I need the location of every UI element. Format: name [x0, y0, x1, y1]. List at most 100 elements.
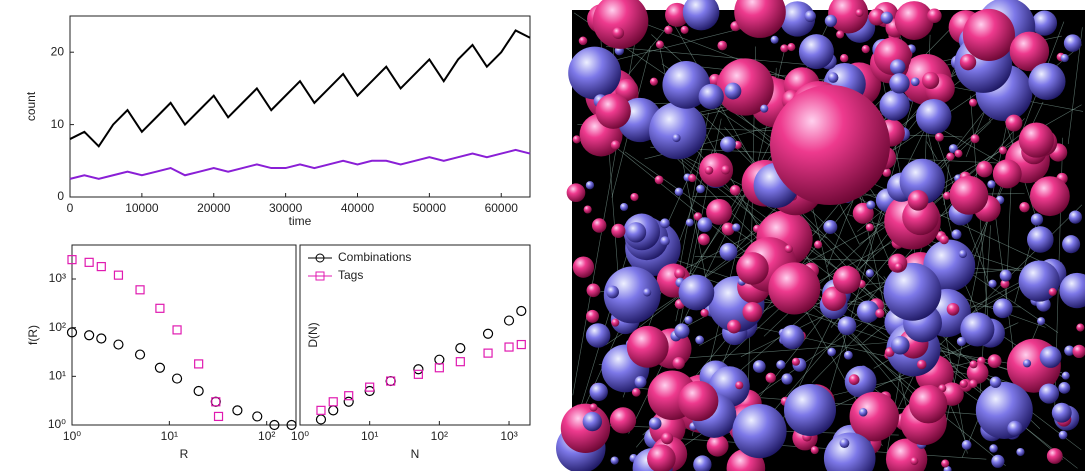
node — [589, 383, 607, 401]
marker — [344, 397, 353, 406]
node — [787, 43, 795, 51]
node — [990, 377, 1001, 388]
y-axis-label: D(N) — [306, 322, 320, 347]
node — [1061, 54, 1069, 62]
node — [635, 376, 647, 388]
node — [894, 263, 903, 272]
node — [988, 280, 996, 288]
node — [611, 319, 619, 327]
node — [768, 262, 820, 314]
node — [947, 303, 960, 316]
node — [735, 381, 743, 389]
node — [1037, 317, 1045, 325]
marker — [114, 271, 122, 279]
node — [957, 337, 966, 346]
node — [661, 432, 673, 444]
node — [742, 302, 762, 322]
legend-label: Tags — [338, 268, 363, 282]
node — [1019, 122, 1054, 157]
node — [1023, 359, 1031, 367]
node — [660, 236, 670, 246]
node — [949, 176, 988, 215]
node — [954, 150, 962, 158]
node — [698, 234, 710, 246]
node — [655, 176, 664, 185]
x-tick-label: 0 — [67, 201, 74, 215]
node — [859, 408, 868, 417]
node — [1000, 270, 1012, 282]
node — [799, 34, 834, 69]
node — [721, 165, 730, 174]
node — [881, 12, 893, 24]
node — [963, 9, 1015, 61]
marker — [317, 406, 325, 414]
node — [935, 133, 944, 142]
series-line — [70, 30, 530, 146]
x-tick-label: 30000 — [269, 201, 303, 215]
node — [1047, 448, 1063, 464]
node — [766, 373, 776, 383]
node — [976, 382, 1033, 439]
node — [781, 373, 792, 384]
node — [988, 354, 1002, 368]
node — [720, 137, 736, 153]
x-tick-label: 10³ — [500, 429, 517, 443]
node — [814, 241, 822, 249]
node — [976, 161, 992, 177]
node — [1028, 63, 1065, 100]
node — [649, 417, 662, 430]
node — [674, 323, 689, 338]
node — [993, 159, 1022, 188]
node — [707, 435, 729, 457]
page: {"chart_data": [ {"type": "line", "xlabe… — [0, 0, 1085, 476]
node — [908, 190, 929, 211]
y-tick-label: 10⁰ — [48, 417, 66, 431]
marker — [517, 341, 525, 349]
node — [771, 36, 779, 44]
node — [855, 9, 863, 17]
node — [987, 180, 995, 188]
node — [792, 358, 800, 366]
node — [917, 360, 926, 369]
node — [840, 438, 850, 448]
node — [833, 266, 861, 294]
node — [679, 275, 715, 311]
node — [650, 78, 658, 86]
node — [959, 250, 967, 258]
node — [999, 146, 1007, 154]
node — [909, 385, 947, 423]
node — [611, 456, 619, 464]
node — [1030, 176, 1070, 216]
series-line — [70, 150, 530, 179]
x-tick-label: 50000 — [413, 201, 447, 215]
node — [969, 99, 977, 107]
x-tick-label: 60000 — [485, 201, 519, 215]
node — [784, 384, 836, 436]
marker — [97, 263, 105, 271]
node — [866, 223, 874, 231]
y-tick-label: 20 — [51, 44, 65, 58]
node — [969, 380, 977, 388]
x-axis-label: N — [411, 447, 420, 461]
node — [989, 444, 997, 452]
marker — [136, 286, 144, 294]
y-tick-label: 10² — [49, 320, 66, 334]
node — [688, 174, 696, 182]
node — [719, 243, 737, 261]
node — [875, 309, 884, 318]
node — [895, 1, 934, 40]
node — [627, 326, 669, 368]
figure: 010000200003000040000500006000001020time… — [0, 0, 1085, 471]
node — [862, 45, 870, 53]
node — [678, 381, 718, 421]
node — [612, 27, 624, 39]
node — [1058, 382, 1070, 394]
node — [879, 90, 909, 120]
node — [780, 44, 788, 52]
node — [589, 403, 597, 411]
node — [825, 15, 837, 27]
y-tick-label: 10¹ — [49, 369, 66, 383]
node — [1019, 202, 1029, 212]
node — [811, 446, 819, 454]
x-tick-label: 20000 — [197, 201, 231, 215]
